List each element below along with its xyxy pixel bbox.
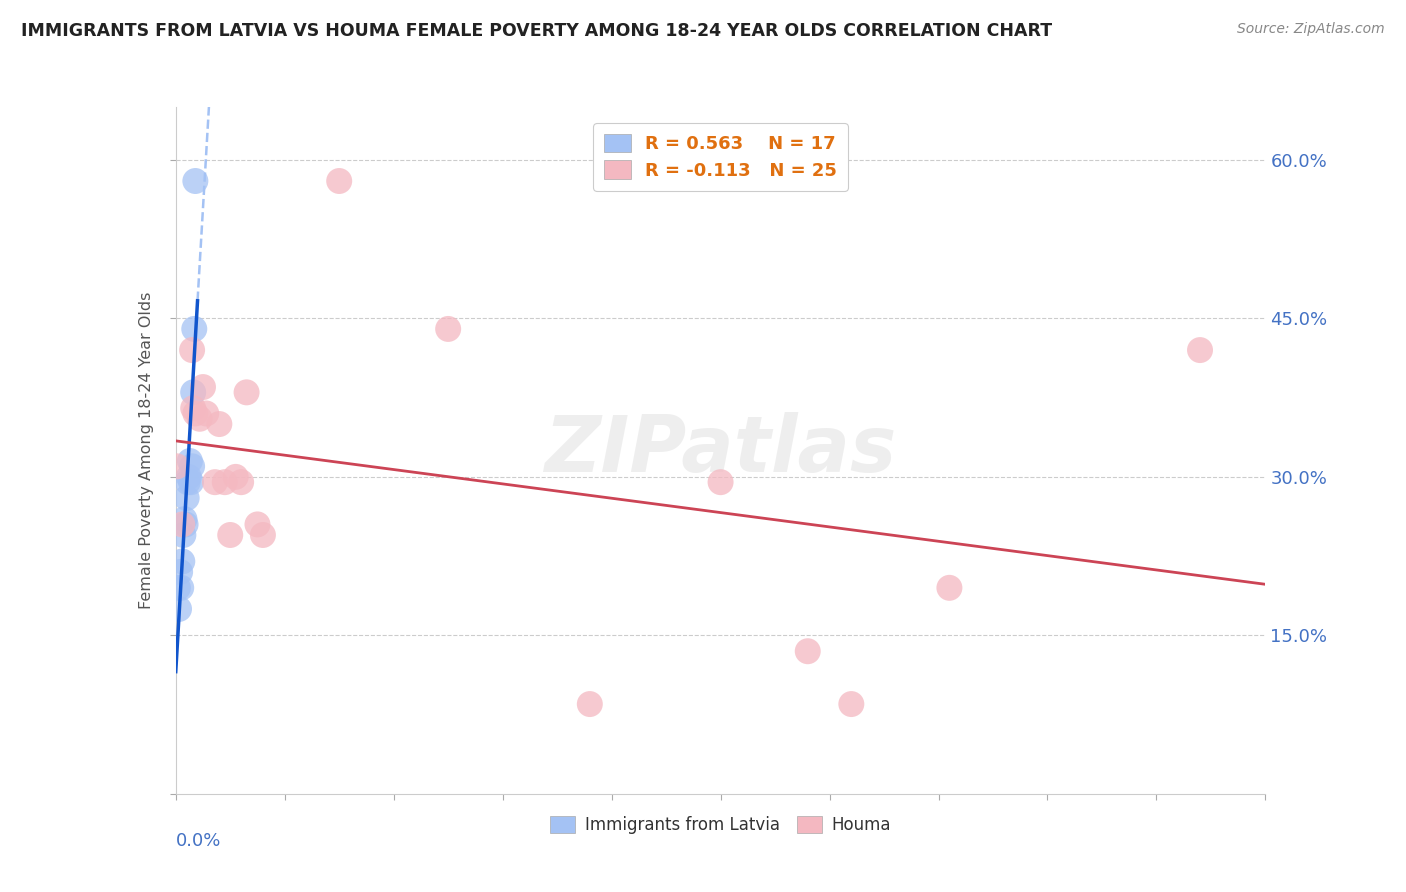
Point — [167, 602, 190, 616]
Point — [214, 475, 236, 490]
Point — [204, 475, 226, 490]
Point — [938, 581, 960, 595]
Point — [166, 459, 188, 474]
Point — [219, 528, 242, 542]
Point — [184, 174, 207, 188]
Point — [208, 417, 231, 431]
Point — [181, 343, 204, 357]
Point — [181, 459, 204, 474]
Point — [328, 174, 350, 188]
Point — [170, 581, 193, 595]
Point — [172, 528, 194, 542]
Point — [235, 385, 257, 400]
Point — [231, 475, 253, 490]
Legend: Immigrants from Latvia, Houma: Immigrants from Latvia, Houma — [543, 809, 898, 840]
Point — [195, 407, 218, 421]
Point — [437, 322, 460, 336]
Point — [579, 697, 602, 711]
Point — [246, 517, 269, 532]
Y-axis label: Female Poverty Among 18-24 Year Olds: Female Poverty Among 18-24 Year Olds — [139, 292, 155, 609]
Point — [173, 512, 195, 526]
Point — [1189, 343, 1212, 357]
Point — [177, 470, 200, 484]
Point — [797, 644, 820, 658]
Point — [180, 475, 202, 490]
Point — [252, 528, 274, 542]
Point — [169, 565, 191, 579]
Point — [174, 517, 197, 532]
Point — [181, 385, 204, 400]
Text: 0.0%: 0.0% — [176, 831, 221, 850]
Point — [179, 454, 201, 468]
Point — [172, 554, 194, 568]
Point — [841, 697, 863, 711]
Point — [191, 380, 214, 394]
Point — [181, 401, 204, 416]
Point — [184, 407, 207, 421]
Point — [183, 322, 205, 336]
Point — [188, 411, 211, 425]
Point — [225, 470, 247, 484]
Point — [172, 517, 194, 532]
Point — [177, 475, 200, 490]
Point — [176, 491, 198, 505]
Text: ZIPatlas: ZIPatlas — [544, 412, 897, 489]
Text: Source: ZipAtlas.com: Source: ZipAtlas.com — [1237, 22, 1385, 37]
Point — [710, 475, 733, 490]
Point — [167, 581, 190, 595]
Text: IMMIGRANTS FROM LATVIA VS HOUMA FEMALE POVERTY AMONG 18-24 YEAR OLDS CORRELATION: IMMIGRANTS FROM LATVIA VS HOUMA FEMALE P… — [21, 22, 1052, 40]
